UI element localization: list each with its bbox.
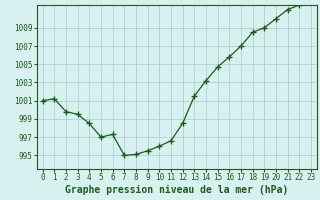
X-axis label: Graphe pression niveau de la mer (hPa): Graphe pression niveau de la mer (hPa) xyxy=(65,185,288,195)
